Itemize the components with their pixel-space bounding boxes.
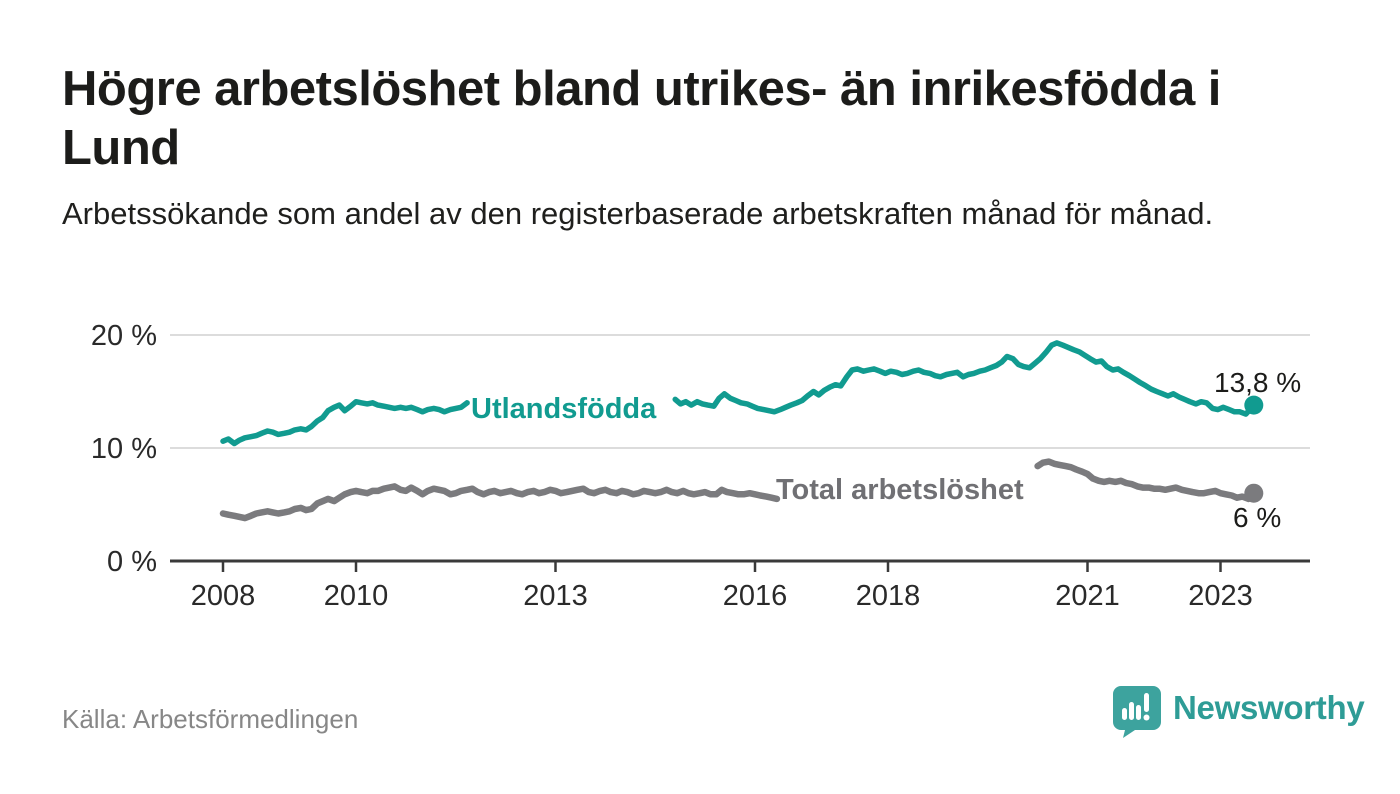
newsworthy-bubble-chart-icon bbox=[1113, 686, 1161, 738]
series-label-total-arbetsloshet: Total arbetslöshet bbox=[776, 474, 1024, 506]
y-tick-label: 0 % bbox=[107, 546, 157, 578]
x-tick-label: 2016 bbox=[723, 580, 788, 612]
y-tick-label: 20 % bbox=[91, 320, 157, 352]
series-lines bbox=[219, 340, 1264, 522]
page-subtitle: Arbetssökande som andel av den registerb… bbox=[62, 196, 1214, 231]
x-tick-label: 2021 bbox=[1055, 580, 1120, 612]
y-tick-label: 10 % bbox=[91, 433, 157, 465]
series-line-utlandsfodda bbox=[672, 340, 1257, 417]
page-title: Högre arbetslöshet bland utrikes- än inr… bbox=[62, 62, 1221, 175]
x-tick-label: 2023 bbox=[1188, 580, 1253, 612]
series-line-total-arbetsloshet bbox=[219, 483, 781, 522]
x-tick-label: 2013 bbox=[523, 580, 588, 612]
axes: 0 % 10 % 20 % 2008 2010 2013 2016 2018 2021 2023 bbox=[91, 320, 1310, 612]
series-line-total-arbetsloshet bbox=[1034, 458, 1258, 503]
series-label-utlandsfodda: Utlandsfödda bbox=[471, 393, 657, 425]
series-end-dot-total-arbetsloshet bbox=[1244, 483, 1264, 503]
source-note: Källa: Arbetsförmedlingen bbox=[62, 704, 359, 734]
x-tick-label: 2018 bbox=[856, 580, 921, 612]
end-value-label-utlandsfodda: 13,8 % bbox=[1214, 367, 1301, 398]
end-value-label-total: 6 % bbox=[1233, 502, 1281, 533]
series-end-dot-utlandsfodda bbox=[1244, 395, 1264, 415]
newsworthy-logo: Newsworthy bbox=[1113, 686, 1365, 738]
newsworthy-wordmark: Newsworthy bbox=[1173, 689, 1365, 726]
x-tick-label: 2010 bbox=[324, 580, 389, 612]
x-tick-label: 2008 bbox=[191, 580, 256, 612]
series-line-utlandsfodda bbox=[220, 398, 470, 447]
